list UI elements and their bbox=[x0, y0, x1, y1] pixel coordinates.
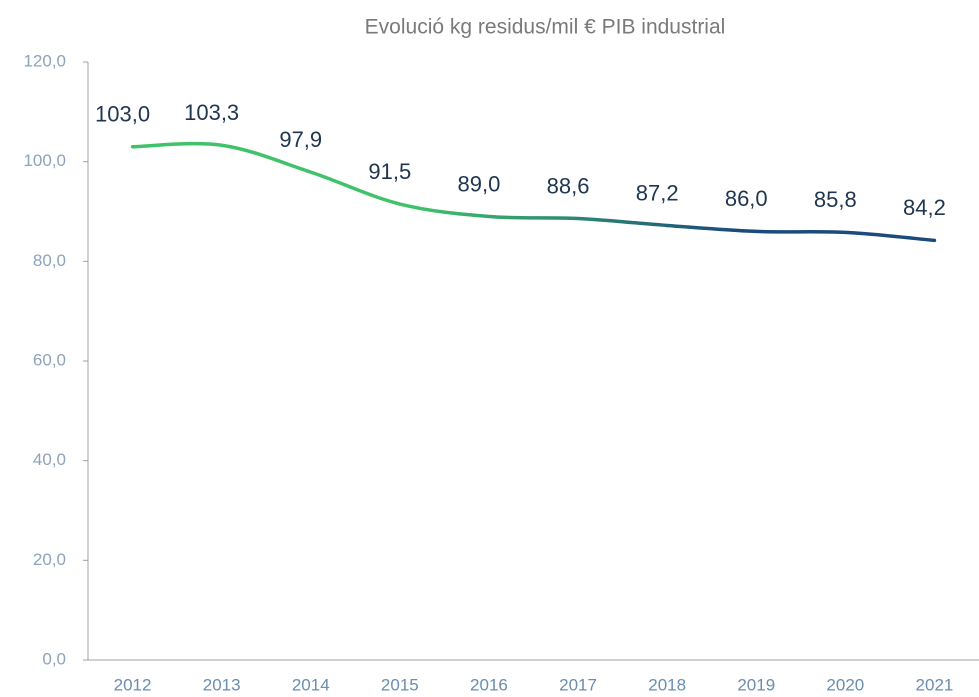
x-tick-label: 2012 bbox=[114, 675, 152, 694]
y-tick-label: 120,0 bbox=[23, 51, 66, 70]
data-label: 103,3 bbox=[184, 100, 239, 125]
x-tick-label: 2013 bbox=[203, 675, 241, 694]
data-label: 84,2 bbox=[903, 195, 946, 220]
x-tick-label: 2014 bbox=[292, 675, 330, 694]
data-label: 86,0 bbox=[725, 186, 768, 211]
y-tick-label: 20,0 bbox=[33, 550, 66, 569]
data-label: 89,0 bbox=[458, 171, 501, 196]
y-tick-label: 0,0 bbox=[42, 649, 66, 668]
data-label: 97,9 bbox=[279, 127, 322, 152]
y-tick-label: 40,0 bbox=[33, 450, 66, 469]
y-tick-label: 80,0 bbox=[33, 251, 66, 270]
x-tick-label: 2018 bbox=[648, 675, 686, 694]
data-label: 87,2 bbox=[636, 180, 679, 205]
data-label: 103,0 bbox=[95, 102, 150, 127]
x-tick-label: 2017 bbox=[559, 675, 597, 694]
x-tick-label: 2021 bbox=[916, 675, 954, 694]
data-label: 85,8 bbox=[814, 187, 857, 212]
y-tick-label: 100,0 bbox=[23, 151, 66, 170]
chart-title: Evolució kg residus/mil € PIB industrial bbox=[365, 16, 726, 39]
x-tick-label: 2020 bbox=[826, 675, 864, 694]
y-tick-label: 60,0 bbox=[33, 350, 66, 369]
x-tick-label: 2019 bbox=[737, 675, 775, 694]
data-label: 88,6 bbox=[547, 173, 590, 198]
x-tick-label: 2015 bbox=[381, 675, 419, 694]
data-label: 91,5 bbox=[368, 159, 411, 184]
x-tick-label: 2016 bbox=[470, 675, 508, 694]
line bbox=[130, 141, 937, 243]
